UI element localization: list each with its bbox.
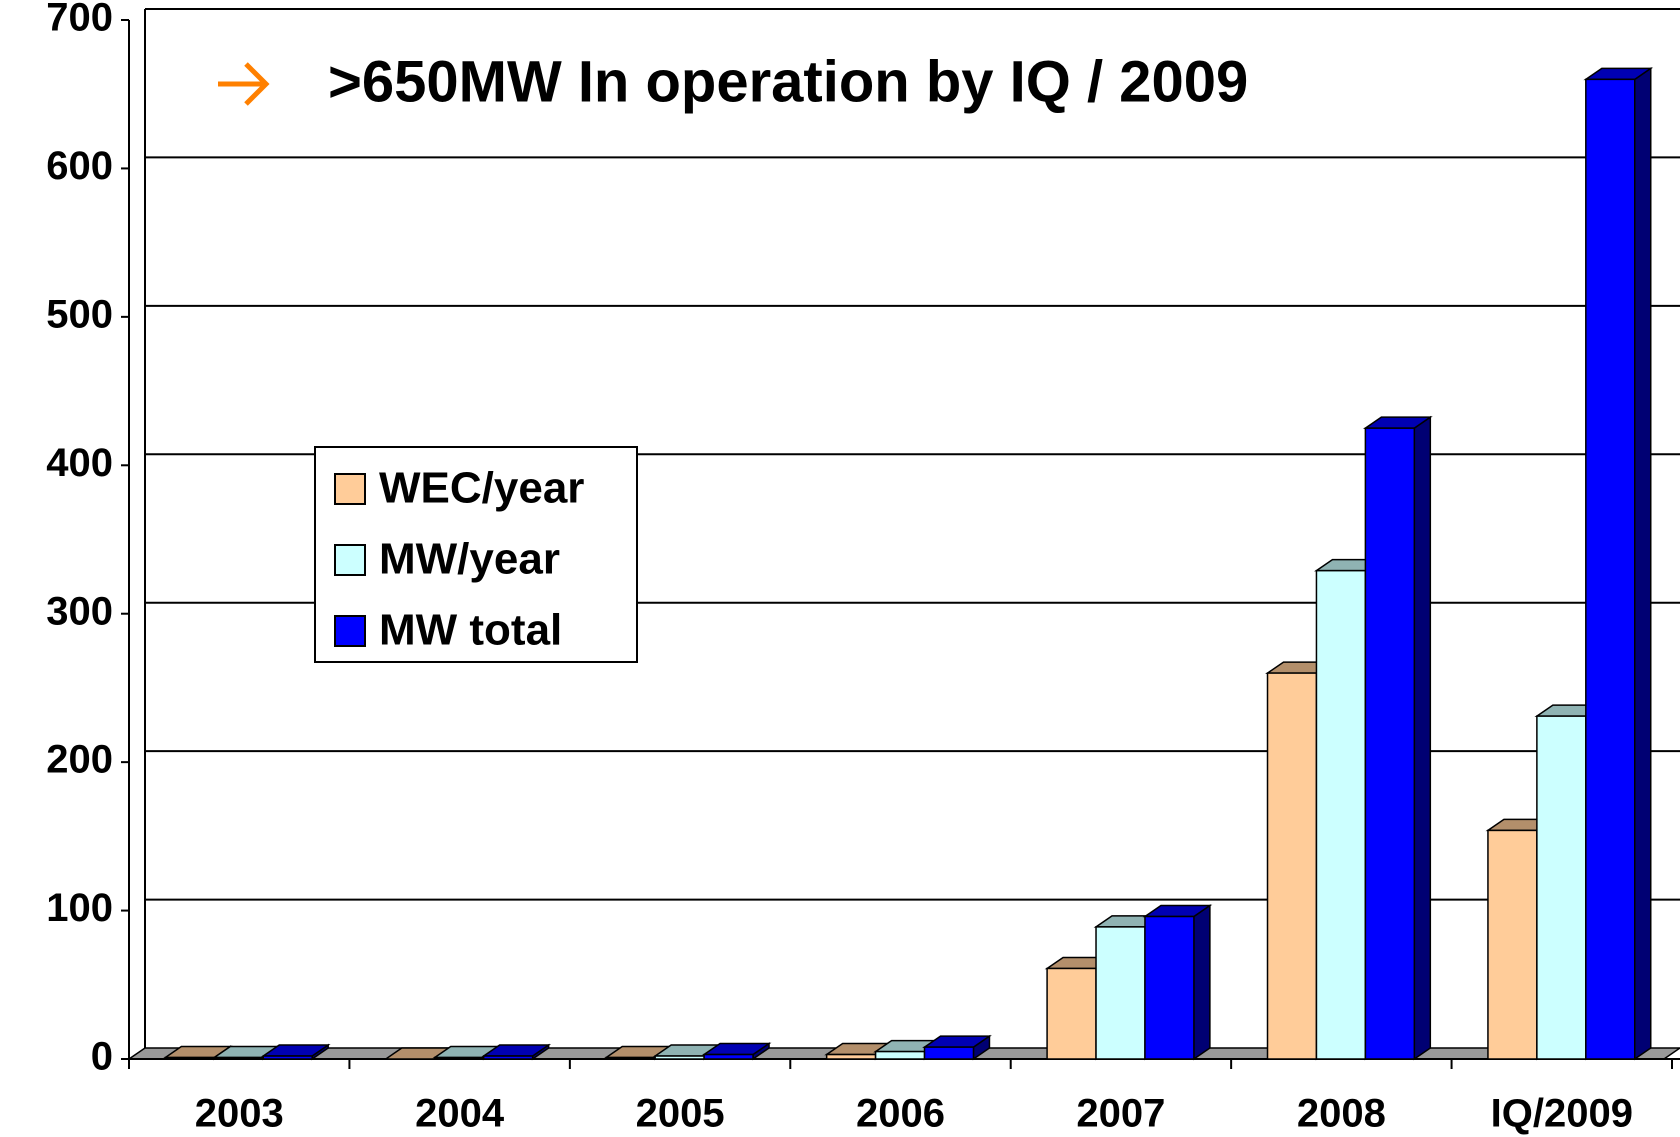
bar-side <box>1194 906 1210 1059</box>
bar <box>925 1047 974 1059</box>
y-tick-label: 100 <box>46 886 113 930</box>
y-tick-label: 600 <box>46 144 113 188</box>
legend-label: WEC/year <box>379 464 584 513</box>
bar <box>484 1056 533 1059</box>
y-tick-label: 0 <box>91 1035 113 1079</box>
bar <box>1586 79 1635 1059</box>
bar <box>1537 716 1586 1059</box>
legend-swatch <box>335 616 365 646</box>
bar <box>165 1058 214 1059</box>
legend: WEC/year MW/year MW total <box>315 447 637 662</box>
legend-label: MW/year <box>379 535 560 584</box>
bar <box>1145 917 1194 1059</box>
x-tick-label: 2003 <box>195 1092 284 1136</box>
bar <box>606 1058 655 1059</box>
x-tick-label: IQ/2009 <box>1491 1092 1633 1136</box>
x-tick-label: 2008 <box>1297 1092 1386 1136</box>
bar <box>655 1056 704 1059</box>
y-tick-label: 300 <box>46 589 113 633</box>
bar <box>1096 927 1145 1059</box>
x-tick-label: 2007 <box>1076 1092 1165 1136</box>
chart: >650MW In operation by IQ / 2009 0 100 200… <box>0 0 1680 1137</box>
legend-swatch <box>335 474 365 504</box>
bar <box>1268 673 1317 1059</box>
bar <box>263 1056 312 1059</box>
bar <box>214 1058 263 1059</box>
legend-label: MW total <box>379 606 562 655</box>
bar <box>704 1055 753 1059</box>
y-tick-label: 200 <box>46 738 113 782</box>
legend-swatch <box>335 545 365 575</box>
y-tick-label: 400 <box>46 441 113 485</box>
bar <box>1047 968 1096 1059</box>
x-tick-label: 2005 <box>636 1092 725 1136</box>
bar-side <box>1414 417 1430 1059</box>
bar <box>876 1052 925 1059</box>
bar <box>1488 830 1537 1059</box>
bar-side <box>1635 68 1651 1059</box>
y-tick-label: 700 <box>46 0 113 40</box>
x-tick-label: 2004 <box>415 1092 505 1136</box>
x-tick-label: 2006 <box>856 1092 945 1136</box>
y-tick-label: 500 <box>46 292 113 336</box>
bar <box>1316 571 1365 1059</box>
chart-title: >650MW In operation by IQ / 2009 <box>328 49 1248 114</box>
title-arrow <box>218 64 266 104</box>
bar <box>1365 428 1414 1059</box>
bar <box>827 1055 876 1059</box>
bar <box>435 1058 484 1059</box>
